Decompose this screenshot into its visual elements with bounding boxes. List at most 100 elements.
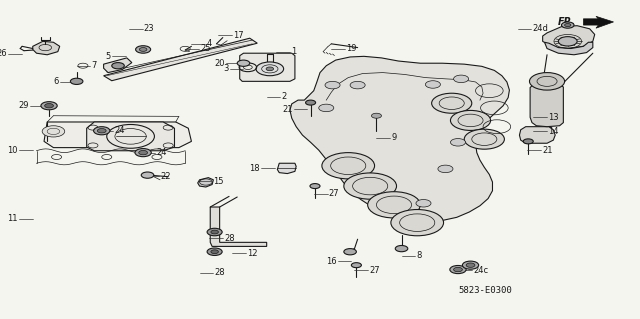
Text: 20: 20 (214, 59, 225, 68)
Polygon shape (104, 58, 132, 73)
Polygon shape (290, 56, 509, 221)
Circle shape (322, 152, 374, 179)
Text: 8: 8 (417, 251, 422, 260)
Circle shape (344, 173, 397, 199)
Circle shape (426, 81, 440, 88)
Text: 26: 26 (0, 49, 7, 58)
Polygon shape (520, 127, 556, 143)
Circle shape (564, 24, 571, 27)
Circle shape (351, 263, 362, 268)
Text: 5823-E0300: 5823-E0300 (458, 286, 512, 294)
Text: 13: 13 (548, 113, 559, 122)
Circle shape (464, 129, 504, 149)
Text: 2: 2 (282, 93, 287, 101)
Circle shape (211, 230, 218, 234)
Circle shape (139, 151, 148, 155)
Text: 21: 21 (542, 145, 552, 155)
Circle shape (305, 100, 316, 105)
Text: 9: 9 (392, 133, 397, 142)
Text: 17: 17 (234, 31, 244, 40)
Circle shape (136, 46, 150, 53)
Circle shape (431, 93, 472, 113)
Circle shape (41, 102, 57, 110)
Circle shape (450, 265, 466, 274)
Circle shape (319, 104, 334, 112)
Circle shape (93, 127, 110, 135)
Text: 19: 19 (346, 44, 357, 53)
Circle shape (135, 149, 151, 157)
Circle shape (211, 250, 218, 254)
Circle shape (42, 126, 65, 137)
Circle shape (344, 249, 356, 255)
Text: 24: 24 (156, 148, 167, 157)
Circle shape (256, 62, 284, 76)
Circle shape (454, 267, 462, 272)
Circle shape (416, 199, 431, 207)
Circle shape (70, 78, 83, 85)
Circle shape (454, 75, 468, 83)
Circle shape (451, 138, 465, 146)
Text: 15: 15 (212, 177, 223, 186)
Polygon shape (33, 41, 60, 55)
Circle shape (367, 192, 420, 218)
Text: 27: 27 (329, 189, 339, 198)
Circle shape (396, 246, 408, 252)
Circle shape (207, 248, 222, 256)
Polygon shape (543, 26, 595, 48)
Circle shape (524, 139, 533, 144)
Circle shape (237, 60, 250, 66)
Circle shape (391, 210, 444, 236)
Polygon shape (545, 42, 593, 55)
Text: 11: 11 (7, 214, 18, 223)
Text: 4: 4 (207, 39, 212, 48)
Text: 28: 28 (224, 234, 235, 243)
Text: 25: 25 (200, 44, 211, 53)
Text: 6: 6 (54, 78, 59, 86)
Polygon shape (211, 207, 267, 246)
Circle shape (310, 183, 320, 189)
Text: 21: 21 (282, 105, 292, 114)
Text: 24c: 24c (473, 266, 488, 275)
Circle shape (371, 113, 381, 118)
Circle shape (325, 81, 340, 89)
Circle shape (466, 263, 475, 267)
Circle shape (529, 73, 564, 90)
Polygon shape (44, 122, 191, 148)
Text: 12: 12 (247, 249, 258, 258)
Circle shape (140, 48, 147, 51)
Polygon shape (240, 53, 295, 81)
Text: 27: 27 (369, 266, 380, 275)
Circle shape (451, 110, 491, 130)
Circle shape (266, 67, 273, 71)
Text: 16: 16 (326, 256, 336, 266)
Text: 18: 18 (249, 164, 260, 173)
Circle shape (438, 165, 453, 173)
Circle shape (141, 172, 154, 178)
Polygon shape (530, 82, 563, 127)
Text: 10: 10 (7, 145, 18, 155)
Text: 22: 22 (161, 172, 171, 181)
Circle shape (45, 104, 54, 108)
Text: 7: 7 (92, 61, 97, 70)
Polygon shape (86, 122, 175, 151)
Polygon shape (584, 16, 614, 28)
Text: 5: 5 (105, 52, 111, 61)
Text: 3: 3 (223, 64, 228, 73)
Text: 24: 24 (115, 126, 125, 135)
Text: 24d: 24d (532, 24, 548, 33)
Text: 23: 23 (144, 24, 154, 33)
Circle shape (112, 63, 124, 69)
Circle shape (462, 261, 479, 269)
Text: 28: 28 (214, 268, 225, 277)
Text: FR.: FR. (558, 17, 576, 27)
Circle shape (558, 37, 577, 46)
Polygon shape (198, 178, 213, 187)
Text: 29: 29 (19, 101, 29, 110)
Polygon shape (277, 163, 296, 174)
Circle shape (207, 228, 222, 236)
Circle shape (561, 22, 574, 28)
Circle shape (97, 129, 106, 133)
Text: 14: 14 (548, 127, 559, 136)
Polygon shape (104, 38, 257, 81)
Text: 1: 1 (291, 47, 296, 56)
